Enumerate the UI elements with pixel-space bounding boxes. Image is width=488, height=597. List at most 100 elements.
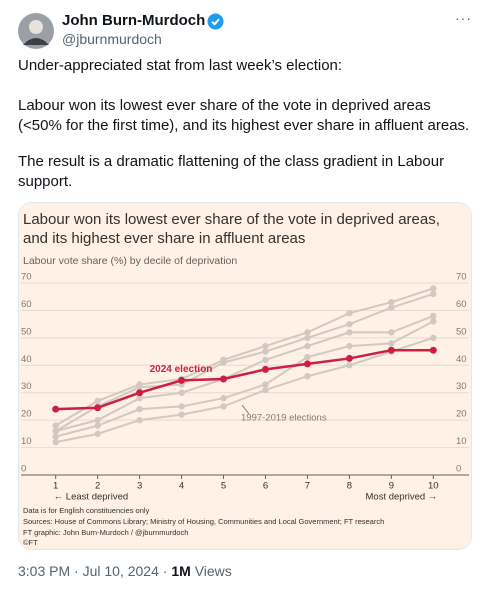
more-button[interactable]: ··· [455, 10, 472, 26]
series-line [55, 287, 434, 427]
point [346, 320, 353, 328]
x-tick-label: 1 [53, 481, 58, 492]
point [178, 411, 185, 418]
point [94, 416, 101, 424]
point [52, 405, 60, 413]
point [388, 299, 395, 306]
annotation-arrow [241, 404, 250, 415]
point [94, 430, 101, 438]
verified-badge [207, 13, 224, 30]
x-tick-label: 3 [137, 481, 142, 492]
point [178, 389, 185, 396]
point [94, 397, 101, 405]
point [136, 389, 144, 397]
x-tick-label: 10 [428, 481, 439, 492]
point [430, 312, 437, 320]
point [304, 342, 311, 350]
point [346, 342, 353, 350]
x-axis-label: Most deprived → [366, 492, 438, 503]
point [136, 405, 143, 413]
series-line [55, 348, 434, 411]
point [387, 346, 395, 354]
series-line [55, 320, 434, 438]
series-line [55, 293, 434, 432]
chart-subtitle: Labour vote share (%) by decile of depri… [23, 255, 238, 267]
avatar[interactable] [18, 13, 54, 49]
views-count: 1M [171, 563, 191, 579]
y-tick-label: 50 [21, 326, 32, 337]
point [429, 346, 437, 354]
point [94, 422, 101, 429]
point [52, 433, 59, 440]
y-tick-label: 40 [456, 354, 467, 365]
footnote: Data is for English constituencies only [23, 506, 150, 515]
y-tick-label: 0 [21, 464, 26, 475]
x-tick-label: 9 [389, 481, 394, 492]
chart: 0 0 10 10 20 20 30 30 40 40 50 50 60 60 70 70 1 2 3 4 5 6 7 8 9 1… [21, 272, 469, 503]
point [430, 334, 437, 342]
point [220, 395, 227, 402]
time[interactable]: 3:03 PM [18, 563, 71, 579]
point [303, 360, 311, 368]
x-tick-label: 7 [305, 481, 310, 492]
y-tick-label: 30 [456, 381, 467, 392]
y-tick-label: 20 [21, 409, 32, 420]
separator: · [162, 563, 168, 579]
x-tick-label: 4 [179, 481, 184, 492]
point [346, 329, 353, 336]
y-tick-label: 40 [21, 354, 32, 365]
point [178, 376, 186, 384]
point [262, 356, 269, 363]
point [304, 353, 311, 361]
y-tick-label: 30 [21, 381, 32, 392]
x-tick-label: 2 [95, 481, 100, 492]
tweet-text: Labour won its lowest ever share of the … [18, 97, 470, 134]
point [52, 438, 59, 446]
point [262, 386, 269, 394]
date[interactable]: Jul 10, 2024 [82, 563, 159, 579]
views-label: Views [194, 563, 232, 579]
x-tick-label: 8 [347, 481, 352, 492]
point [220, 375, 228, 383]
series-label: 2024 election [150, 364, 213, 375]
y-tick-label: 0 [456, 464, 461, 475]
point [262, 342, 269, 350]
y-tick-label: 60 [21, 299, 32, 310]
point [304, 329, 311, 336]
footnote: FT graphic: John Burn-Murdoch / @jburnmu… [23, 528, 189, 537]
y-tick-label: 20 [456, 409, 467, 420]
series-line [55, 314, 434, 433]
tweet-text: Under-appreciated stat from last week’s … [18, 57, 343, 74]
point [52, 422, 59, 429]
point [136, 416, 143, 424]
tweet-meta: 3:03 PM · Jul 10, 2024 · 1M Views [18, 563, 232, 579]
point [262, 381, 269, 388]
point [261, 365, 269, 373]
point [346, 362, 353, 369]
point [430, 285, 437, 292]
point [388, 340, 395, 347]
x-axis-label: ← Least deprived [54, 492, 128, 503]
y-tick-label: 70 [456, 272, 467, 283]
point [346, 309, 353, 317]
chart-card[interactable]: 0 0 10 10 20 20 30 30 40 40 50 50 60 60 70 70 1 2 3 4 5 6 7 8 9 1… [18, 202, 472, 550]
y-tick-label: 50 [456, 326, 467, 337]
point [220, 403, 227, 410]
point [178, 403, 185, 410]
series-line [55, 336, 434, 444]
footnote: Sources: House of Commons Library; Minis… [23, 517, 385, 526]
y-tick-label: 60 [456, 299, 467, 310]
annotation: 1997-2019 elections [241, 413, 327, 424]
chart-title: Labour won its lowest ever share of the … [23, 211, 440, 247]
point [304, 373, 311, 380]
point [262, 348, 269, 355]
author-name[interactable]: John Burn-Murdoch [62, 12, 206, 29]
author-handle[interactable]: @jburnmurdoch [62, 31, 162, 47]
point [94, 404, 102, 412]
point [136, 395, 143, 402]
tweet-text: The result is a dramatic flattening of t… [18, 153, 445, 190]
point [304, 334, 311, 342]
point [220, 356, 227, 363]
x-tick-label: 5 [221, 481, 226, 492]
